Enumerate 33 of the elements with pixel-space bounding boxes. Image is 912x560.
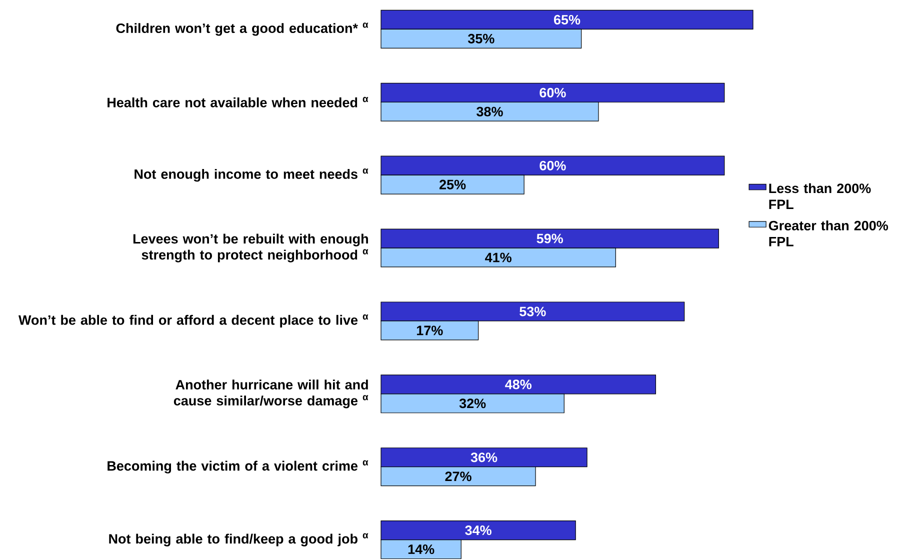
data-label: 35%	[468, 34, 494, 44]
bar	[380, 28, 582, 48]
data-label: 59%	[536, 234, 563, 244]
data-label: 41%	[485, 252, 512, 262]
y-tick-label: Won’t be able to find or afford a decent place to live $^{α}$	[18, 314, 368, 328]
bar	[380, 174, 524, 194]
data-label: 25%	[440, 180, 466, 190]
data-label: 17%	[416, 326, 443, 336]
data-label: 38%	[476, 106, 503, 116]
legend-label: Greater than 200% FPL	[768, 220, 888, 246]
y-tick-label: Health care not available when needed $^{α}$	[108, 96, 368, 108]
bar	[380, 248, 616, 268]
data-label: 27%	[445, 472, 472, 482]
y-tick-label: Levees won’t be rebuilt with enough strength to protect neighborhood $^{α}$	[133, 234, 368, 262]
bar	[380, 394, 564, 414]
data-label: 48%	[505, 380, 532, 390]
data-label: 53%	[520, 306, 546, 316]
bar	[380, 102, 599, 122]
legend-label: Less than 200% FPL	[769, 183, 871, 210]
data-label: 65%	[554, 14, 580, 24]
bar	[380, 539, 462, 560]
y-tick-label: Not being able to find/keep a good job $^{α}$	[109, 533, 368, 546]
bar	[380, 466, 536, 486]
y-tick-label: Not enough income to meet needs $^{α}$	[134, 168, 368, 182]
data-label: 36%	[470, 452, 498, 462]
data-label: 14%	[408, 544, 434, 554]
y-tick-label: Children won’t get a good education* $^{α}$	[116, 22, 368, 36]
y-tick-label: Becoming the victim of a violent crime $^{α}$	[108, 460, 368, 474]
data-label: 32%	[459, 398, 486, 408]
data-label: 60%	[540, 88, 566, 98]
y-tick-label: Another hurricane will hit and cause similar/worse damage $^{α}$	[174, 380, 368, 408]
data-label: 34%	[465, 526, 492, 536]
data-label: 60%	[540, 160, 566, 170]
